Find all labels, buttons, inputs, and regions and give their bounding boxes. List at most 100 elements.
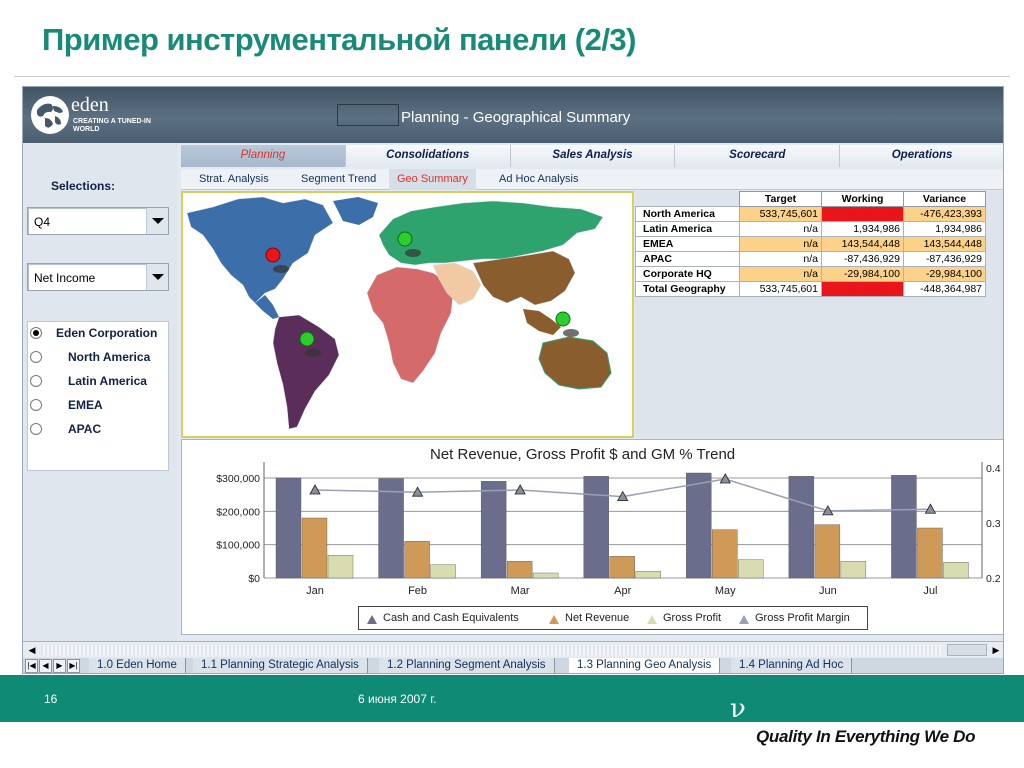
bar-cash-and-cash-equivalents [686, 472, 712, 579]
chevron-down-icon[interactable] [146, 264, 168, 290]
map-marker-emea[interactable] [397, 231, 413, 247]
sheet-tab-ad-hoc[interactable]: 1.4 Planning Ad Hoc [731, 658, 853, 673]
logo-name: eden [71, 94, 109, 116]
bar-cash-and-cash-equivalents [275, 477, 302, 579]
measure-select[interactable]: Net Income [27, 263, 169, 291]
working-cell: 143,544,448 [821, 236, 904, 252]
tab-consolidations[interactable]: Consolidations [345, 145, 511, 167]
sheet-tab-segment-analysis[interactable]: 1.2 Planning Segment Analysis [379, 658, 555, 673]
radio-button[interactable] [30, 327, 42, 339]
title-divider [14, 76, 1010, 77]
world-map[interactable] [181, 191, 634, 438]
first-sheet-icon[interactable]: |◀ [25, 659, 38, 673]
sheet-tab-geo-analysis[interactable]: 1.3 Planning Geo Analysis [569, 658, 721, 673]
variance-cell: -476,423,393 [903, 206, 986, 222]
radio-eden-corporation[interactable]: Eden Corporation [28, 324, 170, 344]
scroll-track[interactable] [41, 645, 941, 655]
point-gross-profit-margin [617, 490, 629, 501]
secondary-nav: Strat. Analysis Segment Trend Geo Summar… [181, 169, 1003, 190]
tab-planning[interactable]: Planning [181, 145, 346, 167]
legend-item: Gross Profit [663, 612, 722, 624]
subtab-geo-summary[interactable]: Geo Summary [389, 169, 476, 190]
primary-nav: Planning Consolidations Sales Analysis S… [181, 145, 1003, 167]
target-cell: 533,745,601 [739, 281, 822, 297]
sheet-tab-strategic-analysis[interactable]: 1.1 Planning Strategic Analysis [193, 658, 368, 673]
variance-cell: -29,984,100 [903, 266, 986, 282]
scroll-thumb[interactable] [947, 644, 987, 656]
radio-apac[interactable]: APAC [28, 420, 170, 440]
period-select[interactable]: Q4 [27, 207, 169, 235]
row-label: EMEA [635, 236, 740, 252]
prev-sheet-icon[interactable]: ◀ [39, 659, 52, 673]
y-tick-label: $0 [248, 573, 260, 585]
header-placeholder-box [337, 104, 399, 126]
legend-item: Net Revenue [565, 612, 630, 624]
y2-tick-label: 0.2 [986, 573, 1001, 585]
point-gross-profit-margin [514, 484, 526, 495]
radio-button[interactable] [30, 375, 42, 387]
sheet-tab-eden-home[interactable]: 1.0 Eden Home [89, 658, 186, 673]
trend-chart: Net Revenue, Gross Profit $ and GM % Tre… [181, 439, 1003, 635]
bar-gross-profit [943, 562, 969, 579]
logo-tagline: CREATING A TUNED-IN WORLD [73, 118, 151, 133]
x-tick-label: Feb [408, 585, 427, 597]
tab-operations[interactable]: Operations [840, 145, 1003, 167]
next-sheet-icon[interactable]: ▶ [53, 659, 66, 673]
geo-summary-table-pane: Target Working Variance North America 533… [635, 191, 1003, 438]
subtab-segment-trend[interactable]: Segment Trend [301, 173, 377, 185]
chart-title: Net Revenue, Gross Profit $ and GM % Tre… [430, 446, 736, 463]
table-row: Corporate HQ n/a -29,984,100 -29,984,100 [635, 266, 986, 282]
legend-marker-gm [739, 615, 749, 624]
y-tick-label: $200,000 [216, 506, 260, 518]
scroll-right-icon[interactable]: ▶ [992, 645, 1000, 655]
working-cell: 1,934,986 [821, 221, 904, 237]
y2-tick-label: 0.4 [986, 463, 1001, 475]
slide-title: Пример инструментальной панели (2/3) [42, 22, 637, 57]
last-sheet-icon[interactable]: ▶| [67, 659, 80, 673]
subtab-ad-hoc-analysis[interactable]: Ad Hoc Analysis [499, 173, 579, 185]
map-marker-latin-america[interactable] [299, 331, 315, 347]
bar-cash-and-cash-equivalents [378, 478, 404, 579]
footer-band [0, 675, 1024, 722]
target-cell: n/a [739, 236, 822, 252]
app-title: Planning - Geographical Summary [401, 109, 631, 126]
selections-panel: Selections: Q4 Net Income Eden Corporati… [23, 143, 177, 643]
horizontal-scrollbar[interactable]: ◀ ▶ [23, 641, 1003, 657]
world-map-graphic [186, 196, 612, 430]
table-row: EMEA n/a 143,544,448 143,544,448 [635, 236, 986, 252]
scroll-left-icon[interactable]: ◀ [28, 645, 36, 655]
x-tick-label: Jun [819, 585, 837, 597]
point-gross-profit-margin [924, 503, 937, 514]
subtab-strat-analysis[interactable]: Strat. Analysis [199, 173, 269, 185]
row-label: Corporate HQ [635, 266, 740, 282]
y-tick-label: $100,000 [216, 540, 260, 552]
radio-button[interactable] [30, 423, 42, 435]
map-marker-north-america[interactable] [265, 247, 281, 263]
radio-button[interactable] [30, 351, 42, 363]
point-gross-profit-margin [719, 473, 731, 484]
working-cell: 57,322,208 [821, 206, 904, 222]
page-number: 16 [44, 692, 58, 706]
map-marker-apac[interactable] [555, 311, 571, 327]
bar-gross-profit [430, 564, 456, 579]
y2-tick-label: 0.3 [986, 518, 1001, 530]
working-cell: -29,984,100 [821, 266, 904, 282]
measure-value: Net Income [34, 271, 96, 285]
radio-emea[interactable]: EMEA [28, 396, 170, 416]
radio-north-america[interactable]: North America [28, 348, 170, 368]
period-value: Q4 [34, 215, 51, 229]
bar-net-revenue [506, 561, 533, 579]
legend-marker-gross-profit [647, 615, 657, 624]
chevron-down-icon[interactable] [146, 208, 168, 234]
radio-button[interactable] [30, 399, 42, 411]
radio-latin-america[interactable]: Latin America [28, 372, 170, 392]
y-tick-label: $300,000 [216, 473, 260, 485]
tab-scorecard[interactable]: Scorecard [675, 145, 841, 167]
bar-cash-and-cash-equivalents [788, 476, 815, 579]
row-label: Total Geography [635, 281, 740, 297]
column-header: Target [739, 191, 822, 207]
slide-date: 6 июня 2007 г. [358, 692, 437, 706]
bar-net-revenue [609, 556, 635, 579]
legend-marker-cash [367, 615, 377, 624]
tab-sales-analysis[interactable]: Sales Analysis [510, 145, 676, 167]
